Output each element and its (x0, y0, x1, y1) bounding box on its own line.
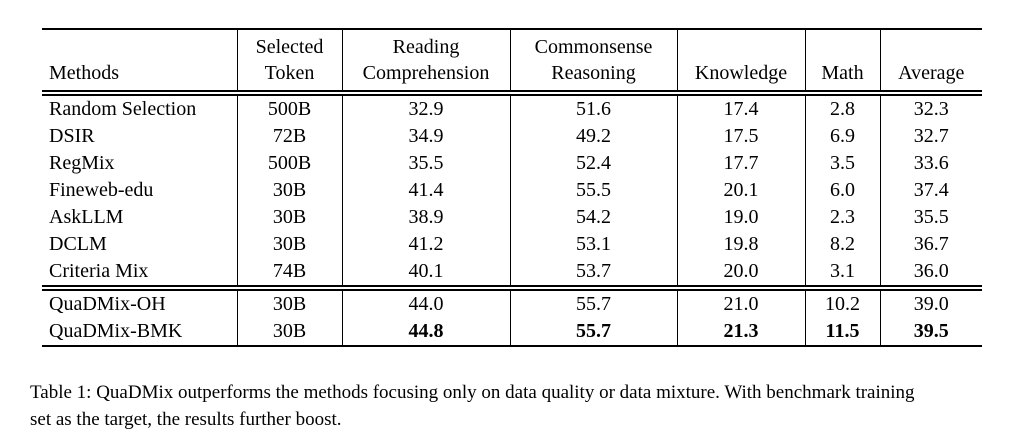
cell-commonsense: 55.7 (510, 318, 678, 347)
cell-token: 74B (237, 258, 343, 291)
cell-reading: 41.2 (342, 231, 511, 258)
cell-commonsense: 53.7 (510, 258, 678, 291)
table-caption-line2: set as the target, the results further b… (30, 409, 342, 430)
cell-commonsense: 49.2 (510, 123, 678, 150)
col-header-reading-comprehension: Reading Comprehension (342, 29, 511, 96)
col-header-methods-label: Methods (49, 62, 119, 84)
cell-average: 39.0 (913, 293, 949, 315)
cell-math: 10.2 (805, 288, 881, 318)
cell-token: 30B (237, 177, 343, 204)
cell-knowledge: 19.0 (677, 204, 806, 231)
cell-method: DCLM (42, 231, 238, 258)
cell-reading: 38.9 (342, 204, 511, 231)
cell-method: QuaDMix-BMK (42, 318, 238, 347)
cell-math: 3.1 (805, 258, 881, 291)
table-row-quadmix-oh: QuaDMix-OH 30B 44.0 55.7 21.0 10.2 39.0 (42, 288, 982, 318)
cell-math: 3.5 (805, 150, 881, 177)
cell-token: 72B (237, 123, 343, 150)
cell-average: 32.3 (913, 98, 949, 120)
cell-knowledge: 17.7 (677, 150, 806, 177)
cell-reading: 40.1 (342, 258, 511, 291)
cell-method: DSIR (42, 123, 238, 150)
cell-math: 6.0 (805, 177, 881, 204)
cell-commonsense: 51.6 (510, 93, 678, 123)
cell-token: 30B (237, 318, 343, 347)
cell-reading: 44.8 (342, 318, 511, 347)
cell-math: 6.9 (805, 123, 881, 150)
cell-method: AskLLM (42, 204, 238, 231)
table-row-quadmix-bmk: QuaDMix-BMK 30B 44.8 55.7 21.3 11.5 39.5 (42, 318, 982, 347)
col-header-commonsense-reasoning: Commonsense Reasoning (510, 29, 678, 96)
cell-reading: 35.5 (342, 150, 511, 177)
col-header-methods: Methods (42, 29, 238, 96)
table-row-fineweb-edu: Fineweb-edu 30B 41.4 55.5 20.1 6.0 37.4 (42, 177, 982, 204)
cell-average: 36.0 (880, 258, 982, 291)
cell-token: 30B (237, 204, 343, 231)
cell-average: 32.7 (913, 125, 949, 147)
cell-reading: 34.9 (342, 123, 511, 150)
cell-math: 2.3 (805, 204, 881, 231)
cell-knowledge: 20.0 (677, 258, 806, 291)
cell-commonsense: 53.1 (510, 231, 678, 258)
cell-average: 35.5 (913, 206, 949, 228)
cell-method: QuaDMix-OH (42, 288, 238, 318)
col-header-math: Math (805, 29, 881, 96)
cell-token: 500B (237, 93, 343, 123)
cell-knowledge: 21.0 (677, 288, 806, 318)
table-row-regmix: RegMix 500B 35.5 52.4 17.7 3.5 33.6 (42, 150, 982, 177)
cell-average: 37.4 (913, 179, 949, 201)
cell-commonsense: 55.5 (510, 177, 678, 204)
cell-commonsense: 52.4 (510, 150, 678, 177)
cell-reading: 44.0 (342, 288, 511, 318)
col-header-knowledge: Knowledge (677, 29, 806, 96)
results-table: Methods Selected Token Reading Comprehen… (42, 28, 982, 347)
header-row: Methods Selected Token Reading Comprehen… (42, 29, 982, 96)
cell-method: RegMix (42, 150, 238, 177)
table-row-dclm: DCLM 30B 41.2 53.1 19.8 8.2 36.7 (42, 231, 982, 258)
cell-knowledge: 21.3 (677, 318, 806, 347)
cell-knowledge: 19.8 (677, 231, 806, 258)
cell-method: Random Selection (42, 93, 238, 123)
cell-average: 39.5 (880, 318, 982, 347)
cell-math: 8.2 (805, 231, 881, 258)
cell-token: 500B (237, 150, 343, 177)
cell-method: Criteria Mix (42, 258, 238, 291)
table-row-random-selection: Random Selection 500B 32.9 51.6 17.4 2.8… (42, 93, 982, 123)
cell-knowledge: 17.4 (677, 93, 806, 123)
cell-knowledge: 17.5 (677, 123, 806, 150)
table-caption: Table 1: QuaDMix outperforms the methods… (30, 379, 1005, 433)
col-header-selected-token: Selected Token (237, 29, 343, 96)
cell-token: 30B (237, 288, 343, 318)
cell-knowledge: 20.1 (677, 177, 806, 204)
cell-math: 11.5 (805, 318, 881, 347)
cell-reading: 32.9 (342, 93, 511, 123)
cell-commonsense: 54.2 (510, 204, 678, 231)
cell-commonsense: 55.7 (510, 288, 678, 318)
cell-average: 33.6 (913, 152, 949, 174)
table-row-askllm: AskLLM 30B 38.9 54.2 19.0 2.3 35.5 (42, 204, 982, 231)
table-caption-line1: Table 1: QuaDMix outperforms the methods… (30, 382, 915, 403)
cell-math: 2.8 (805, 93, 881, 123)
col-header-average: Average (880, 29, 982, 96)
cell-token: 30B (237, 231, 343, 258)
cell-method: Fineweb-edu (42, 177, 238, 204)
cell-average: 36.7 (913, 233, 949, 255)
cell-reading: 41.4 (342, 177, 511, 204)
table-row-criteria-mix: Criteria Mix 74B 40.1 53.7 20.0 3.1 36.0 (42, 258, 982, 291)
table-row-dsir: DSIR 72B 34.9 49.2 17.5 6.9 32.7 (42, 123, 982, 150)
